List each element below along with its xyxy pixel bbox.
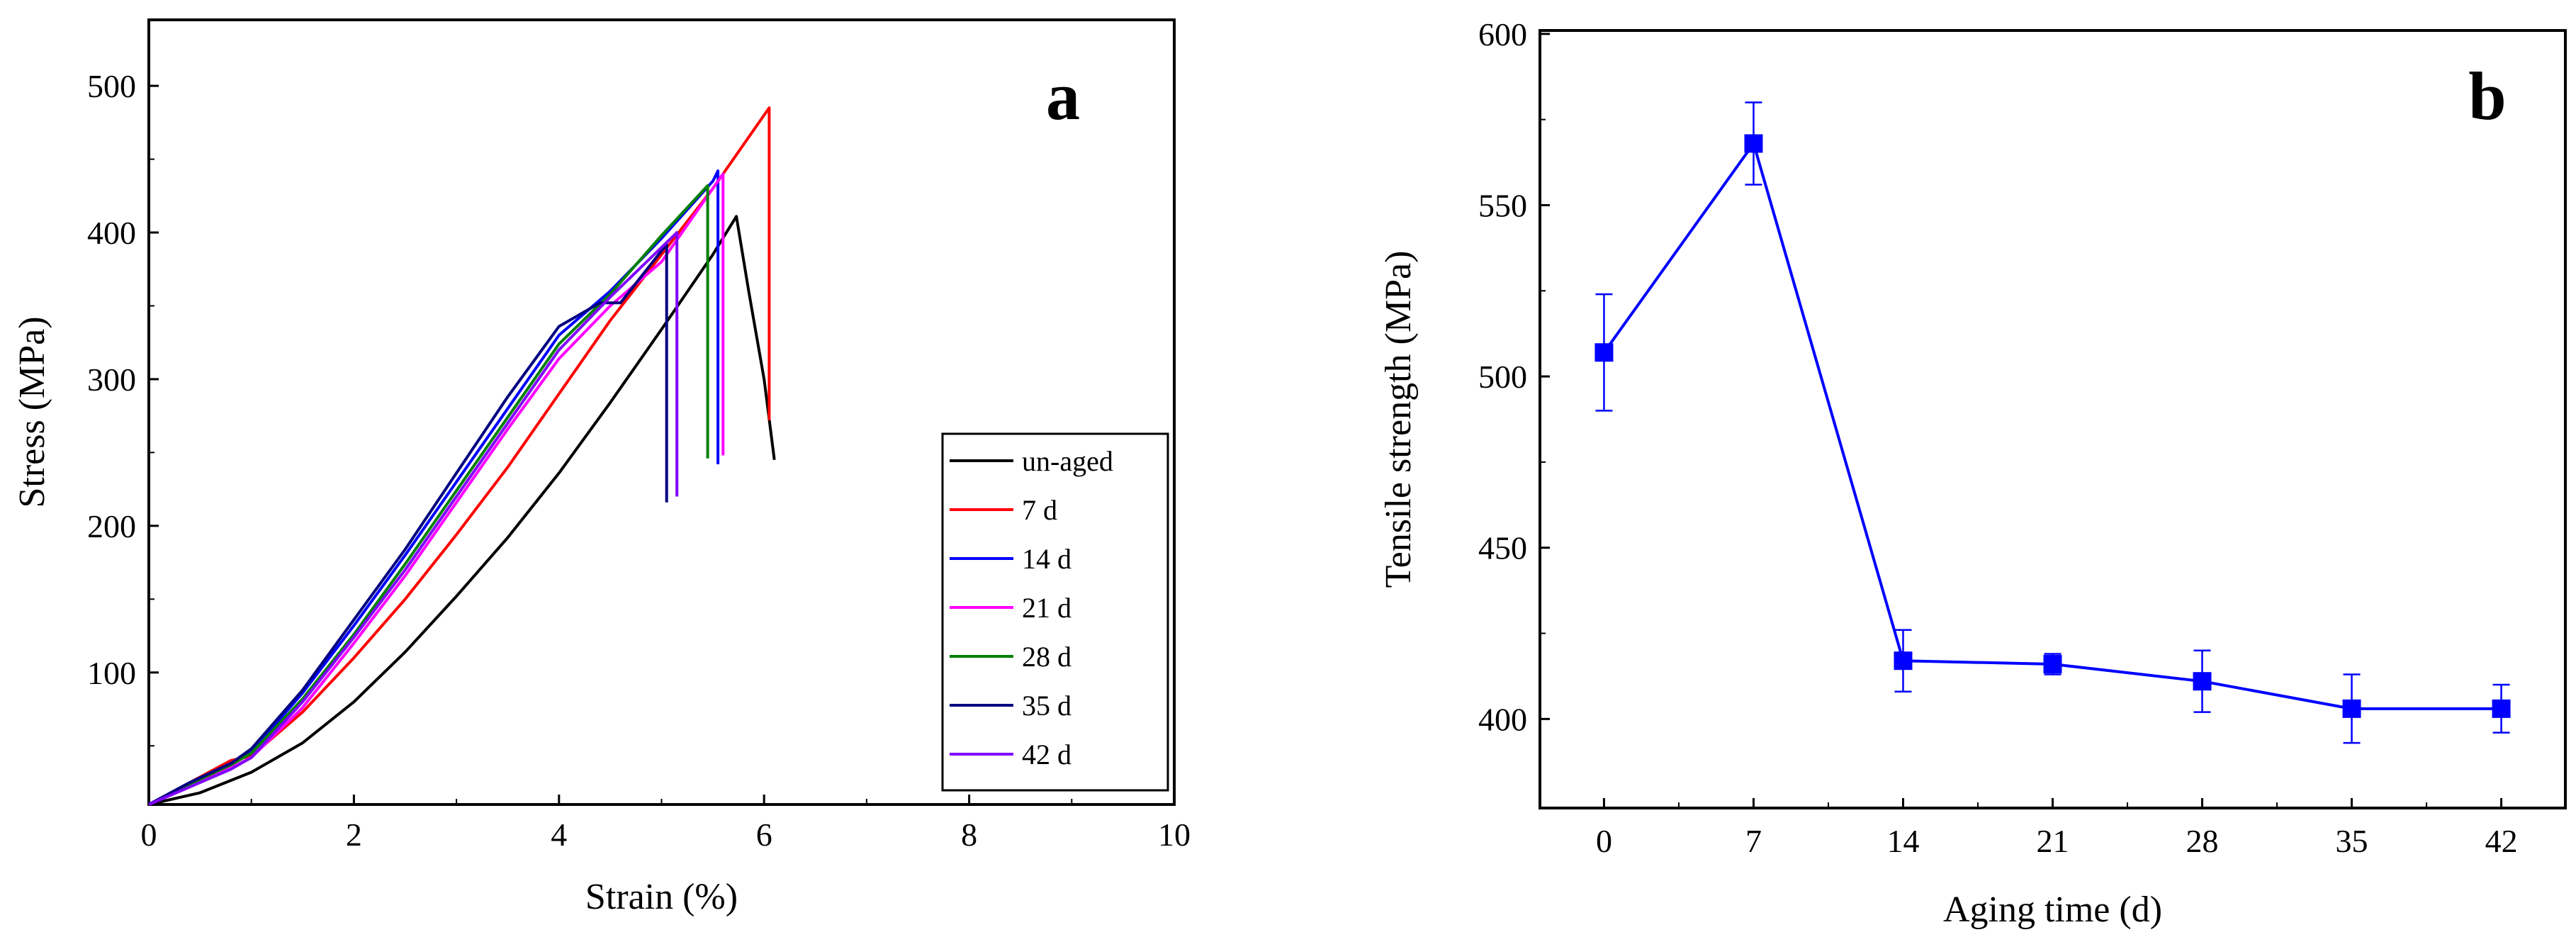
x-tick-label-b: 0 (1596, 823, 1612, 859)
panel-a-stress-strain: 0 2 4 6 8 10 100 200 300 400 500 Strain (%) Stress (… (12, 18, 1191, 917)
legend-label: un-aged (1022, 445, 1113, 477)
series-line-un-aged (148, 215, 776, 806)
legend-label: 28 d (1022, 641, 1072, 673)
series-line-35-d (148, 242, 668, 806)
data-point-marker (2193, 672, 2212, 691)
y-tick-label-a: 400 (87, 215, 136, 251)
y-tick-label-b: 500 (1478, 359, 1527, 395)
legend-box-a (941, 432, 1169, 792)
y-tick-label-b: 600 (1478, 16, 1527, 52)
data-point-marker (1594, 343, 1614, 362)
x-tick-label-b: 42 (2485, 823, 2518, 859)
data-point-marker (2492, 699, 2511, 718)
series-line-14-d (148, 169, 720, 806)
y-tick-label-a: 300 (87, 361, 136, 398)
x-tick-label-b: 28 (2186, 823, 2219, 859)
data-point-marker (2342, 699, 2361, 718)
plot-frame-b (1539, 29, 2567, 809)
x-axis-title-b: Aging time (d) (1943, 890, 2162, 930)
y-tick-label-b: 400 (1478, 701, 1527, 737)
legend-label: 7 d (1022, 494, 1057, 526)
series-line-28-d (148, 184, 709, 806)
data-point-marker (2043, 655, 2062, 674)
x-tick-label-b: 21 (2037, 823, 2069, 859)
panel-b-tensile-strength: 0 7 14 21 28 35 42 400 450 500 550 600 Aging time (d… (1378, 16, 2567, 930)
y-tick-label-a: 100 (87, 655, 136, 691)
x-tick-label-a: 0 (141, 817, 157, 853)
y-axis-title-a: Stress (MPa) (12, 316, 52, 508)
y-tick-label-b: 550 (1478, 187, 1527, 223)
data-point-marker (1744, 134, 1763, 153)
x-tick-label-b: 14 (1886, 823, 1919, 859)
data-point-marker (1894, 651, 1913, 671)
x-tick-label-a: 2 (346, 817, 362, 853)
y-axis-title-b: Tensile strength (MPa) (1378, 251, 1419, 588)
x-axis-title-a: Strain (%) (585, 877, 738, 917)
panel-label-b: b (2468, 58, 2506, 134)
legend-label: 21 d (1022, 592, 1072, 624)
series-line-tensile (1602, 142, 2502, 710)
panel-label-a: a (1046, 58, 1080, 134)
y-tick-label-a: 200 (87, 508, 136, 544)
x-tick-label-a: 4 (551, 817, 567, 853)
series-line-42-d (148, 231, 679, 806)
legend-label: 14 d (1022, 543, 1072, 575)
series-line-21-d (148, 172, 725, 806)
x-tick-label-a: 8 (961, 817, 977, 853)
x-tick-label-b: 35 (2336, 823, 2368, 859)
legend-label: 42 d (1022, 739, 1072, 770)
y-tick-label-a: 500 (87, 68, 136, 104)
x-tick-label-b: 7 (1745, 823, 1762, 859)
legend-label: 35 d (1022, 690, 1072, 722)
y-tick-label-b: 450 (1478, 530, 1527, 566)
x-tick-label-a: 6 (756, 817, 772, 853)
x-tick-label-a: 10 (1158, 817, 1191, 853)
